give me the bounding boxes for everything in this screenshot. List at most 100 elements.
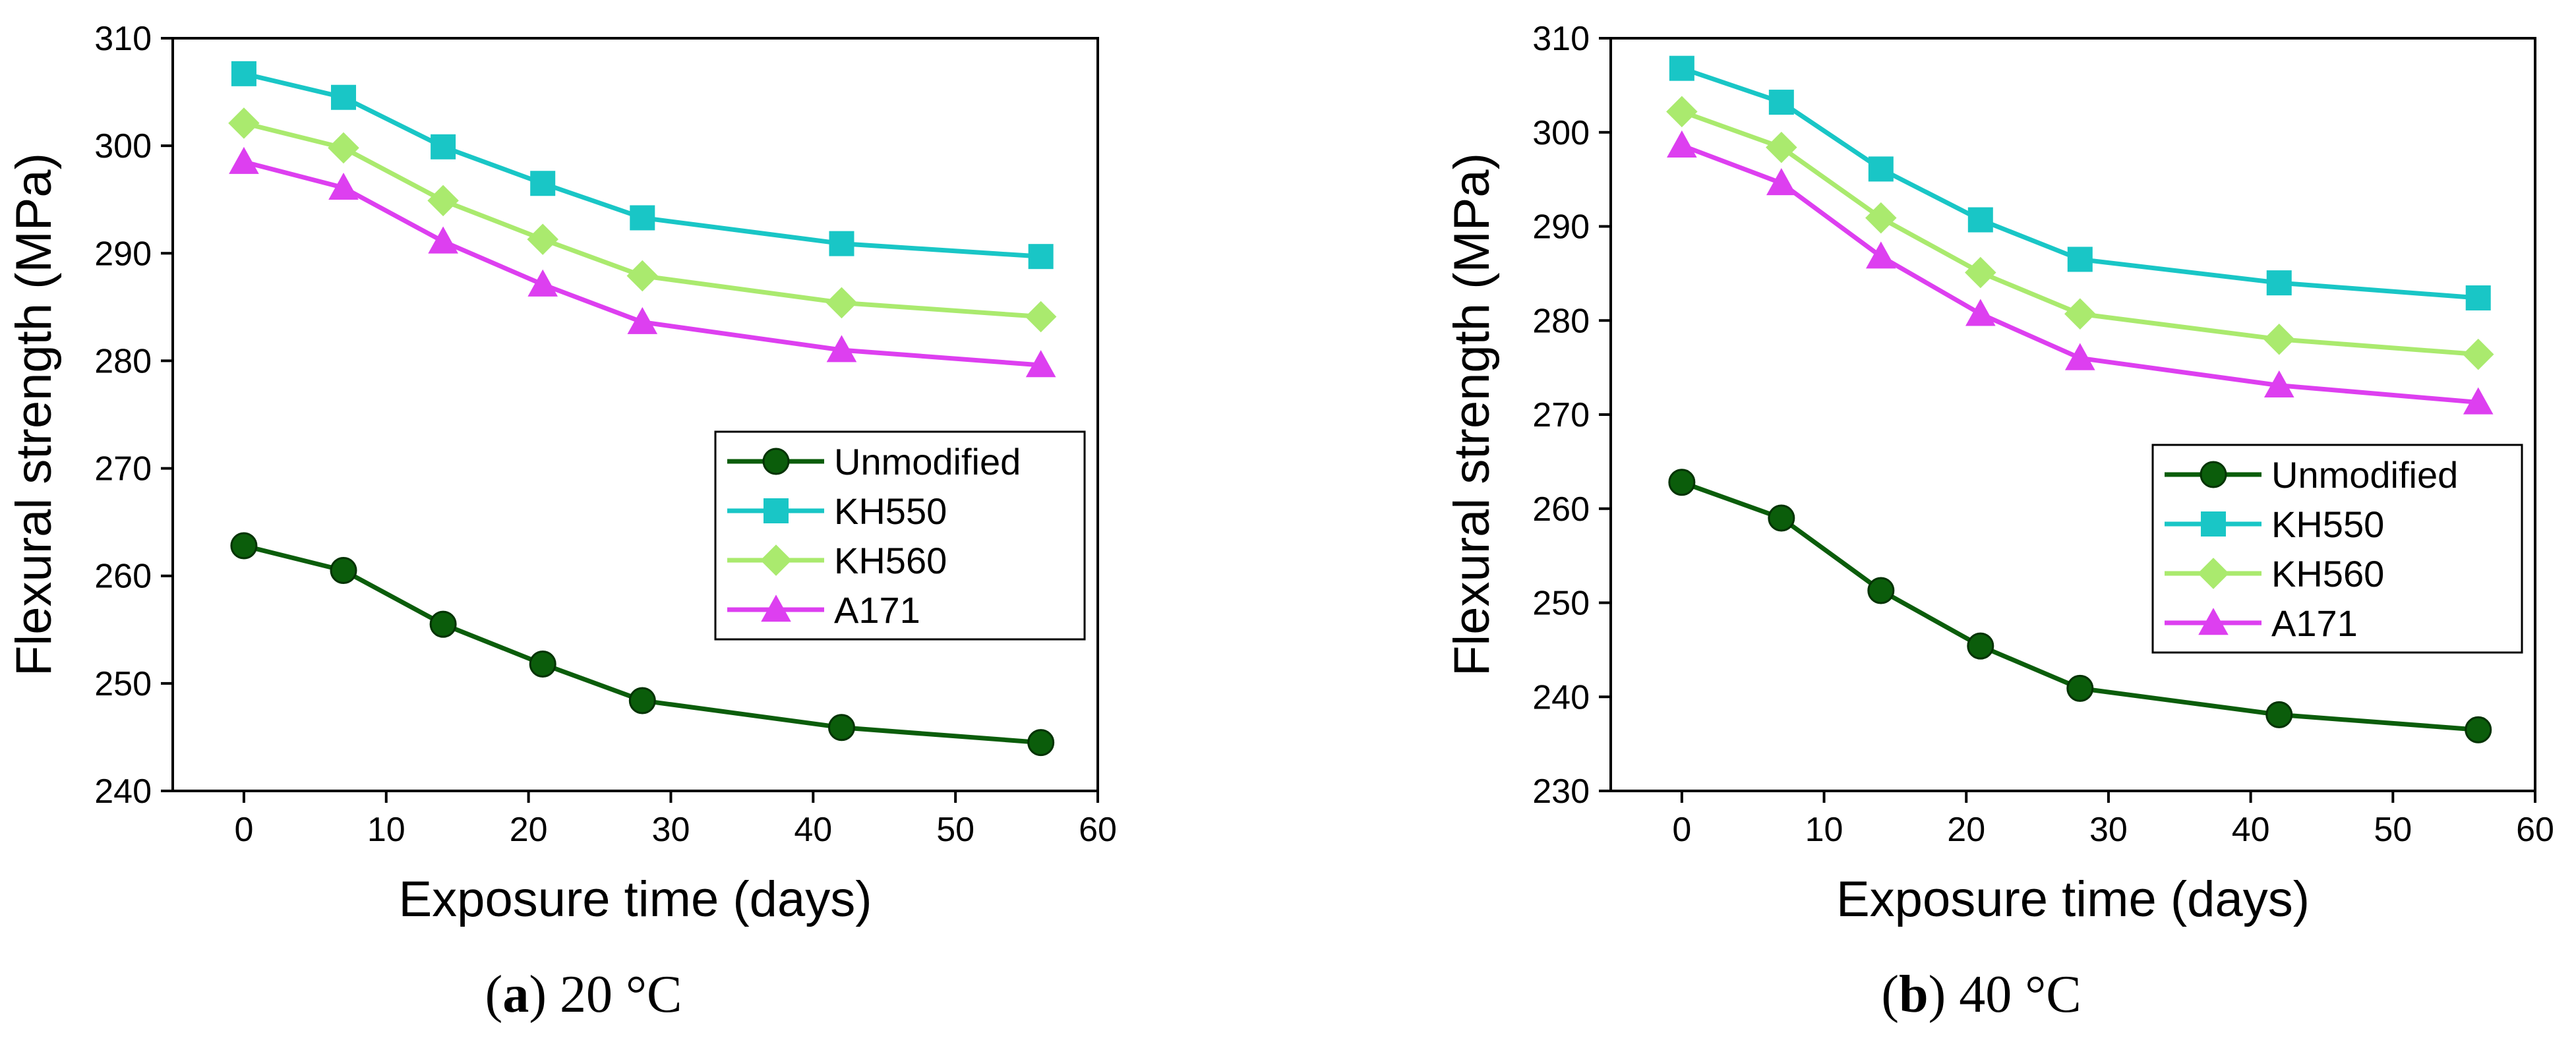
panel-caption: (b) 40 °C (1881, 966, 2081, 1024)
data-point (829, 231, 854, 256)
legend-entry: KH550 (834, 490, 947, 532)
data-point (1025, 301, 1057, 333)
data-point (2064, 343, 2095, 370)
legend-swatch-marker (2201, 511, 2226, 537)
caption-paren-open: ( (485, 966, 503, 1024)
data-point (1027, 729, 1055, 757)
x-tick-label: 0 (1672, 811, 1691, 849)
data-point (2462, 338, 2494, 370)
x-tick-label: 20 (510, 811, 548, 849)
data-point (429, 610, 457, 638)
data-point (1766, 168, 1797, 196)
data-point (2067, 247, 2093, 272)
y-tick-label: 250 (1532, 585, 1590, 623)
data-point (530, 171, 556, 196)
data-point (228, 107, 260, 139)
data-point (1666, 96, 1698, 128)
x-tick-label: 10 (367, 811, 405, 849)
x-tick-label: 40 (2232, 811, 2270, 849)
series-a171 (229, 146, 1056, 378)
y-tick-label: 240 (94, 772, 152, 811)
y-tick-label: 310 (1532, 20, 1590, 58)
y-tick-label: 260 (94, 558, 152, 596)
series-kh560 (1666, 96, 2494, 370)
caption-paren-close: ) (529, 966, 560, 1024)
data-point (229, 146, 259, 174)
data-point (827, 714, 855, 741)
data-point (230, 532, 258, 560)
y-tick-label: 290 (94, 235, 152, 273)
data-point (328, 132, 359, 164)
data-point (2463, 387, 2494, 415)
data-point (328, 172, 359, 200)
data-point (1967, 207, 1993, 233)
series-kh550 (231, 61, 1054, 270)
data-point (628, 687, 656, 714)
legend-entry: KH550 (2271, 504, 2384, 545)
x-tick-label: 50 (936, 811, 974, 849)
y-axis-title: Flexural strength (MPa) (6, 153, 62, 676)
x-tick-label: 0 (234, 811, 253, 849)
legend-swatch-marker (2198, 558, 2229, 589)
data-point (1965, 256, 1996, 289)
data-point (626, 260, 659, 292)
data-point (1965, 299, 1996, 326)
y-tick-label: 300 (1532, 114, 1590, 152)
x-axis-title: Exposure time (days) (398, 871, 872, 927)
legend-entry: KH560 (834, 540, 947, 581)
data-point (630, 205, 655, 231)
legend-swatch-marker (2200, 461, 2227, 488)
data-point (1028, 244, 1054, 270)
legend-entry: Unmodified (2271, 454, 2458, 496)
legend-swatch-marker (764, 498, 789, 523)
data-point (1768, 504, 1795, 532)
legend-entry: A171 (2271, 602, 2358, 644)
data-point (2263, 324, 2295, 355)
data-point (1768, 90, 1794, 115)
data-point (431, 134, 456, 160)
data-point (1865, 202, 1897, 234)
data-point (826, 335, 857, 363)
data-point (1967, 632, 1994, 660)
y-axis-title: Flexural strength (MPa) (1444, 153, 1500, 676)
data-point (1867, 577, 1895, 604)
legend-entry: Unmodified (834, 441, 1021, 482)
data-point (527, 223, 558, 255)
caption-paren-close: ) (1929, 966, 1960, 1024)
legend: Unmodified KH550 KH560 A171 (714, 430, 1086, 641)
x-tick-label: 60 (2516, 811, 2554, 849)
data-point (825, 287, 858, 319)
chart-panel-b: 0 10 20 30 40 50 60 230 240 250 260 270 280 290 300 310… (1444, 20, 2554, 1024)
data-point (330, 557, 357, 585)
y-tick-label: 270 (1532, 396, 1590, 434)
data-point (2465, 285, 2491, 310)
x-tick-label: 30 (2089, 811, 2128, 849)
legend: Unmodified KH550 KH560 A171 (2151, 444, 2523, 654)
y-tick-label: 280 (1532, 302, 1590, 340)
series-kh560 (228, 107, 1057, 333)
data-point (2265, 701, 2293, 728)
data-point (1667, 130, 1697, 158)
series-a171 (1667, 130, 2494, 415)
data-point (2066, 674, 2094, 702)
data-point (1668, 469, 1696, 496)
legend-entry: A171 (834, 589, 920, 631)
data-point (1669, 55, 1694, 81)
legend-swatch-marker (762, 448, 790, 475)
data-point (231, 61, 256, 86)
data-point (2266, 270, 2292, 296)
legend-swatch-marker (761, 595, 791, 622)
y-tick-label: 270 (94, 450, 152, 488)
data-point (527, 269, 558, 297)
y-tick-label: 280 (94, 342, 152, 380)
legend-swatch-marker (760, 544, 792, 576)
data-point (2263, 370, 2294, 397)
data-point (529, 650, 556, 678)
data-point (1868, 156, 1894, 182)
data-point (2064, 298, 2096, 330)
series-kh550 (1669, 55, 2491, 310)
chart-panel-a: 0 10 20 30 40 50 60 240 250 260 270 280 290 300 310 Exp… (6, 20, 1117, 1024)
x-tick-label: 60 (1079, 811, 1117, 849)
series-unmodified (1668, 469, 2492, 743)
